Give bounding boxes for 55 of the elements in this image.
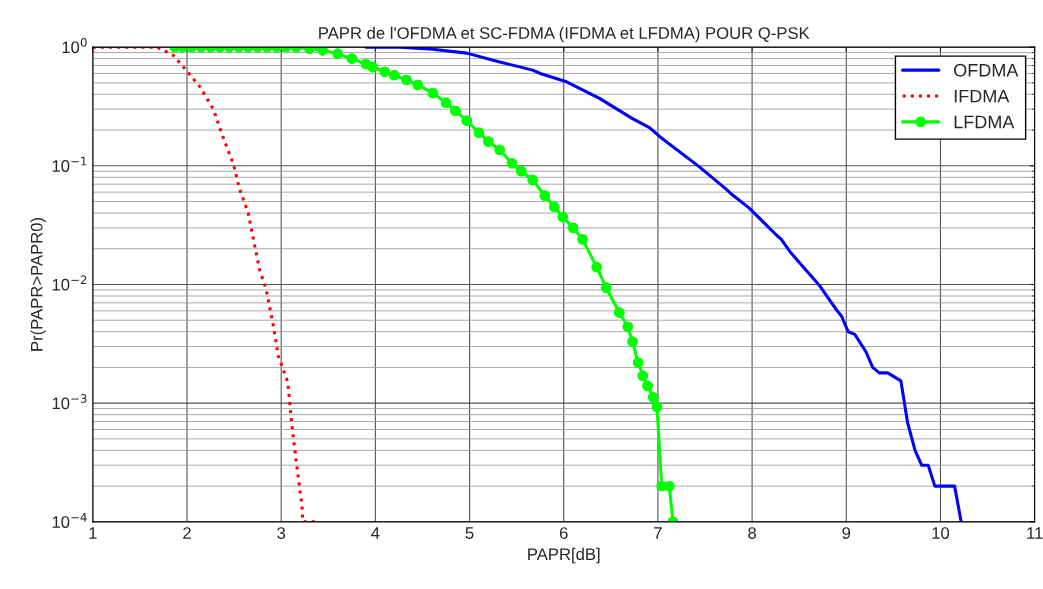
x-tick-label: 4 [371, 527, 380, 539]
point [591, 261, 603, 273]
y-tick-label: 10$^{−3}$ [52, 394, 87, 410]
point [527, 174, 539, 186]
point [461, 115, 473, 127]
point [506, 157, 518, 169]
point [632, 357, 644, 368]
x-tick-label: 11 [1027, 527, 1043, 539]
point [379, 66, 391, 78]
y-tick-label: 10$^{−4}$ [52, 512, 87, 528]
x-axis-title: PAPR[dB] [528, 547, 600, 564]
point [539, 190, 551, 202]
legend-label: OFDMA [954, 63, 1019, 77]
point [557, 211, 569, 223]
x-tick-label: 10 [932, 527, 950, 539]
x-tick-label: 1 [89, 527, 97, 539]
chart-title: PAPR de l'OFDMA et SC-FDMA (IFDMA et LFDMA) POUR Q-PSK [319, 26, 810, 43]
point [367, 61, 378, 73]
y-tick-label: 10$^{0}$ [62, 37, 87, 54]
point [401, 74, 412, 86]
y-tick-label: 10$^{−2}$ [52, 275, 87, 291]
point [412, 79, 424, 91]
point [346, 53, 358, 64]
x-tick-label: 8 [748, 527, 757, 539]
point [627, 336, 638, 348]
x-tick-label: 3 [277, 527, 286, 539]
x-tick-label: 7 [654, 527, 662, 539]
point [440, 97, 452, 109]
x-tick-label: 6 [559, 527, 568, 539]
x-tick-label: 9 [842, 527, 851, 539]
point [637, 370, 649, 382]
x-tick-label: 5 [465, 527, 474, 539]
point [332, 48, 344, 60]
point [515, 165, 527, 177]
point [567, 222, 579, 234]
point [642, 380, 653, 392]
legend-label: LFDMA [954, 115, 1015, 129]
point [483, 136, 494, 147]
x-tick-label: 2 [183, 527, 191, 539]
y-tick-label: 10$^{−1}$ [52, 156, 87, 172]
y-axis-title: Pr(PAPR>PAPR0) [30, 217, 46, 351]
point [613, 307, 625, 318]
point [317, 47, 329, 56]
point [388, 69, 400, 81]
point [622, 321, 634, 333]
point [577, 233, 588, 245]
point [473, 127, 485, 139]
legend-label: IFDMA [954, 89, 1010, 103]
point [647, 391, 659, 403]
point [651, 401, 663, 413]
point [600, 282, 612, 294]
point [494, 144, 506, 156]
point [548, 201, 560, 213]
point [450, 105, 461, 117]
point [427, 87, 439, 99]
